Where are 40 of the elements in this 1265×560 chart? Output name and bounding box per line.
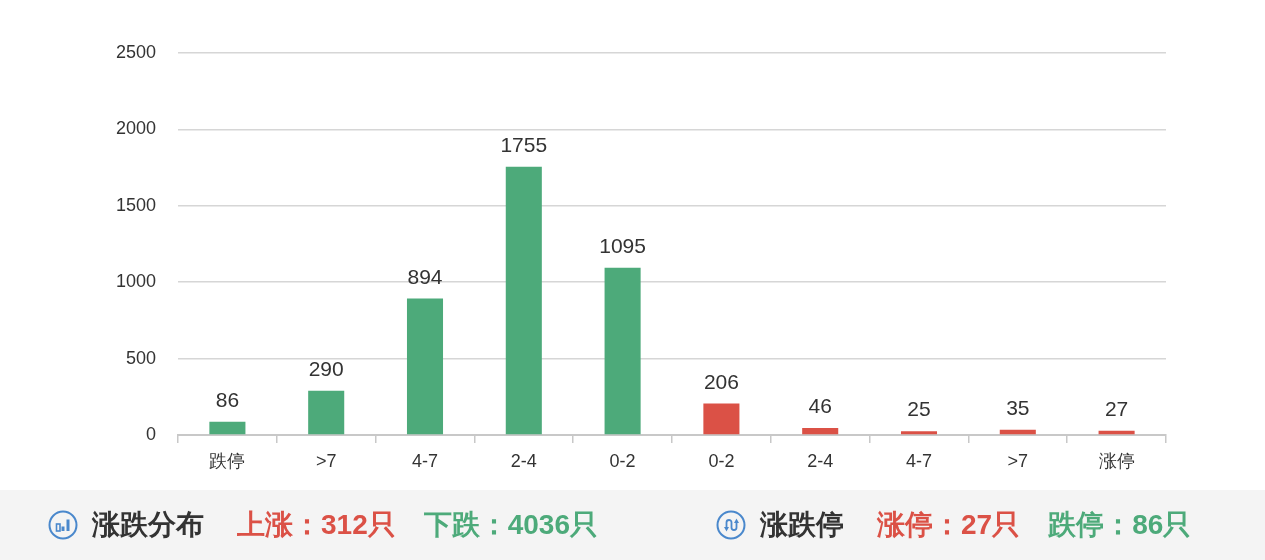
x-tick-label: 4-7 <box>411 450 439 471</box>
data-label: 290 <box>308 356 344 380</box>
bar <box>406 298 444 435</box>
y-tick-label: 0 <box>145 423 156 444</box>
bar <box>703 403 740 435</box>
x-tick-label: 涨停 <box>1098 450 1135 471</box>
data-label: 86 <box>215 388 240 412</box>
data-label: 27 <box>1104 397 1129 421</box>
bar <box>604 267 641 435</box>
x-tick-label: 2-4 <box>807 450 834 471</box>
text: 涨跌停 <box>760 508 844 542</box>
text: 涨停：27只 <box>877 508 1021 542</box>
x-tick-label: 2-4 <box>510 450 537 471</box>
x-tick-label: >7 <box>1007 450 1029 471</box>
x-tick-label: 跌停 <box>209 450 246 471</box>
x-tick-label: 0-2 <box>609 450 636 471</box>
data-label: 206 <box>703 369 739 393</box>
y-tick-label: 2000 <box>115 118 156 139</box>
data-label: 25 <box>907 397 931 421</box>
bar <box>308 390 345 435</box>
text: 下跌：4036只 <box>423 508 599 542</box>
bar <box>505 166 542 435</box>
bar <box>802 427 839 435</box>
data-label: 894 <box>407 264 443 288</box>
y-tick-label: 2500 <box>115 41 156 62</box>
y-tick-label: 500 <box>125 347 156 368</box>
text: 跌停：86只 <box>1048 508 1192 542</box>
x-tick-label: 0-2 <box>708 450 735 471</box>
y-tick-label: 1000 <box>115 271 156 292</box>
bar <box>900 431 938 435</box>
bar <box>209 421 246 435</box>
data-label: 35 <box>1006 395 1030 419</box>
x-tick-label: 4-7 <box>905 450 933 471</box>
text: 上涨：312只 <box>237 508 396 542</box>
text: 涨跌分布 <box>92 508 204 542</box>
y-tick-label: 1500 <box>115 194 156 215</box>
data-label: 46 <box>808 394 832 418</box>
data-label: 1755 <box>500 133 548 157</box>
x-tick-label: >7 <box>315 450 337 471</box>
data-label: 1095 <box>599 233 646 257</box>
